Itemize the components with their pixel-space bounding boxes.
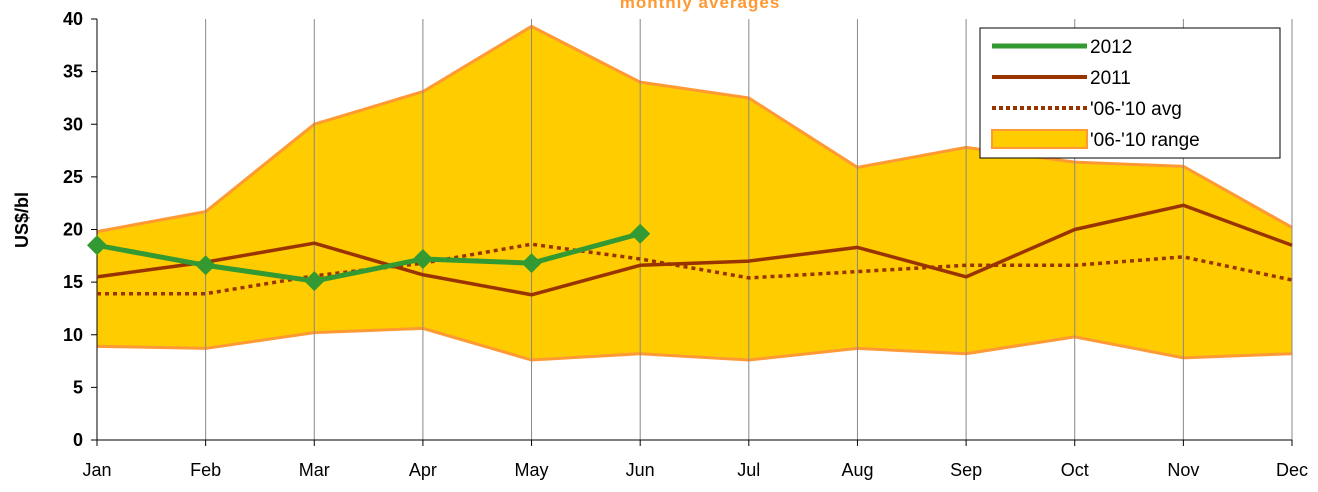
- range-area: [97, 26, 1292, 361]
- x-tick-label: Dec: [1276, 460, 1308, 480]
- chart-title: monthly averages: [620, 0, 781, 12]
- x-tick-label: Mar: [299, 460, 330, 480]
- y-tick-label: 35: [63, 62, 83, 82]
- y-tick-label: 0: [73, 430, 83, 450]
- series-line: [96, 203, 1293, 297]
- y-tick-label: 15: [63, 272, 83, 292]
- y-tick-label: 40: [63, 9, 83, 29]
- y-axis-label: US$/bl: [12, 192, 32, 248]
- legend-swatch: [991, 129, 1088, 149]
- y-tick-label: 10: [63, 325, 83, 345]
- y-tick-label: 25: [63, 167, 83, 187]
- x-tick-label: Feb: [190, 460, 221, 480]
- x-tick-label: Nov: [1167, 460, 1199, 480]
- y-tick-label: 30: [63, 114, 83, 134]
- x-tick-label: Apr: [409, 460, 437, 480]
- x-tick-label: Jun: [626, 460, 655, 480]
- x-tick-label: Jul: [737, 460, 760, 480]
- legend-label: 2012: [1090, 37, 1132, 58]
- legend-label: 2011: [1090, 68, 1131, 89]
- range-edge: [96, 326, 1293, 362]
- marker: [521, 253, 542, 274]
- range-edge: [96, 24, 1293, 234]
- series-line: [96, 231, 641, 284]
- marker: [630, 223, 651, 244]
- x-tick-label: May: [515, 460, 549, 480]
- x-tick-label: Oct: [1061, 460, 1089, 480]
- x-tick-label: Sep: [950, 460, 982, 480]
- y-tick-label: 20: [63, 220, 83, 240]
- marker: [412, 248, 433, 269]
- y-tick-label: 5: [73, 377, 83, 397]
- x-tick-label: Jan: [82, 460, 111, 480]
- marker: [195, 255, 216, 276]
- x-tick-label: Aug: [841, 460, 873, 480]
- legend-label: '06-'10 range: [1090, 130, 1200, 151]
- marker: [87, 235, 107, 256]
- marker: [304, 271, 325, 292]
- legend-label: '06-'10 avg: [1090, 99, 1182, 120]
